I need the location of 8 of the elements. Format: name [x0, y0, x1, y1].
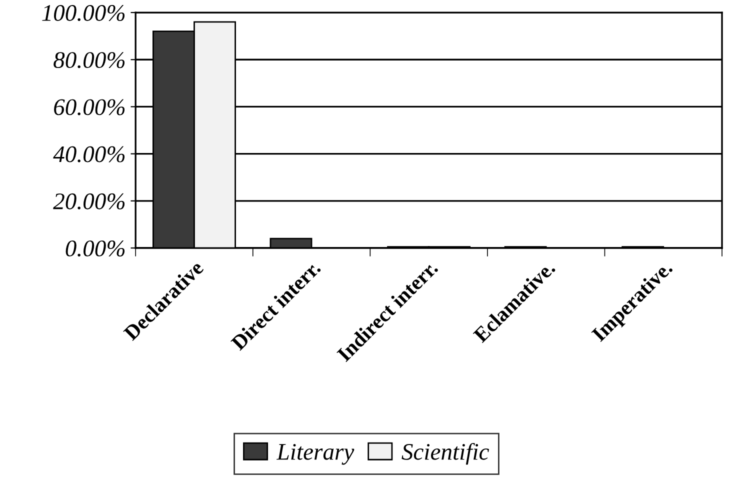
y-tick-label: 60.00%: [54, 99, 125, 116]
legend-label: Scientific: [402, 443, 490, 465]
y-tick-label: 100.00%: [42, 5, 125, 22]
legend-label: Literary: [276, 444, 354, 465]
y-tick-label: 40.00%: [53, 146, 125, 162]
y-tick-label: 20.00%: [53, 193, 125, 210]
y-tick-label: 80.00%: [54, 52, 125, 68]
y-tick-label: 0.00%: [66, 240, 125, 257]
